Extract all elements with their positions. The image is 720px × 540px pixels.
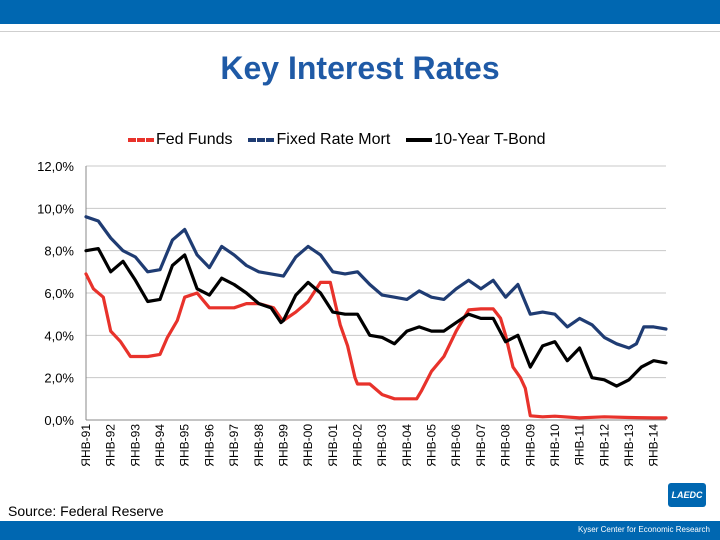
x-tick-label: ЯНВ-00 [301, 424, 315, 467]
x-tick-label: ЯНВ-10 [548, 424, 562, 467]
legend-swatch-10-year-t-bond [406, 138, 433, 142]
x-tick-label: ЯНВ-96 [202, 424, 216, 467]
x-tick-label: ЯНВ-04 [400, 424, 414, 467]
legend-item-10-year-t-bond: 10-Year T-Bond [406, 131, 546, 149]
legend-swatch-fixed-rate-mort [248, 138, 275, 142]
bottom-banner: Kyser Center for Economic Research [0, 521, 720, 540]
series-line-10-year-t-bond [84, 247, 668, 388]
x-tick-label: ЯНВ-03 [375, 424, 389, 467]
y-tick-label: 0,0% [44, 413, 74, 428]
x-tick-label: ЯНВ-95 [178, 424, 192, 467]
y-tick-label: 10,0% [37, 201, 74, 216]
page-title: Key Interest Rates [220, 50, 500, 86]
top-banner [0, 0, 720, 24]
x-tick-label: ЯНВ-98 [252, 424, 266, 467]
x-tick-label: ЯНВ-92 [104, 424, 118, 467]
legend-item-fed-funds: Fed Funds [128, 131, 232, 149]
x-tick-label: ЯНВ-06 [449, 424, 463, 467]
x-tick-label: ЯНВ-05 [425, 424, 439, 467]
laedc-logo: LAEDC [668, 483, 706, 507]
y-tick-label: 12,0% [37, 159, 74, 174]
x-tick-label: ЯНВ-11 [573, 424, 587, 466]
top-rule [0, 31, 720, 32]
legend-label-fed-funds: Fed Funds [156, 131, 233, 148]
series-line-fed-funds [84, 272, 668, 420]
x-tick-label: ЯНВ-99 [276, 424, 290, 467]
series-line-fixed-rate-mort [84, 215, 668, 350]
x-tick-label: ЯНВ-09 [523, 424, 537, 467]
x-tick-label: ЯНВ-97 [227, 424, 241, 467]
x-tick-label: ЯНВ-02 [350, 424, 364, 467]
source-note: Source: Federal Reserve [8, 503, 164, 519]
legend-label-10-year-t-bond: 10-Year T-Bond [434, 131, 546, 148]
y-tick-label: 4,0% [44, 328, 74, 343]
x-tick-label: ЯНВ-14 [647, 424, 661, 467]
x-tick-label: ЯНВ-12 [597, 424, 611, 467]
x-tick-label: ЯНВ-91 [79, 424, 93, 467]
chart-legend: Fed Funds Fixed Rate Mort 10-Year T-Bond [128, 131, 546, 149]
x-tick-label: ЯНВ-94 [153, 424, 167, 467]
x-tick-label: ЯНВ-07 [474, 424, 488, 467]
y-tick-label: 6,0% [44, 286, 74, 301]
legend-swatch-fed-funds [128, 138, 154, 142]
y-tick-label: 2,0% [44, 371, 74, 386]
legend-item-fixed-rate-mort: Fixed Rate Mort [248, 131, 390, 149]
x-tick-label: ЯНВ-93 [128, 424, 142, 467]
legend-label-fixed-rate-mort: Fixed Rate Mort [276, 131, 391, 148]
x-tick-label: ЯНВ-13 [622, 424, 636, 467]
x-tick-label: ЯНВ-01 [326, 424, 340, 467]
x-tick-label: ЯНВ-08 [499, 424, 513, 467]
y-tick-label: 8,0% [44, 244, 74, 259]
footer-org: Kyser Center for Economic Research [577, 525, 710, 534]
